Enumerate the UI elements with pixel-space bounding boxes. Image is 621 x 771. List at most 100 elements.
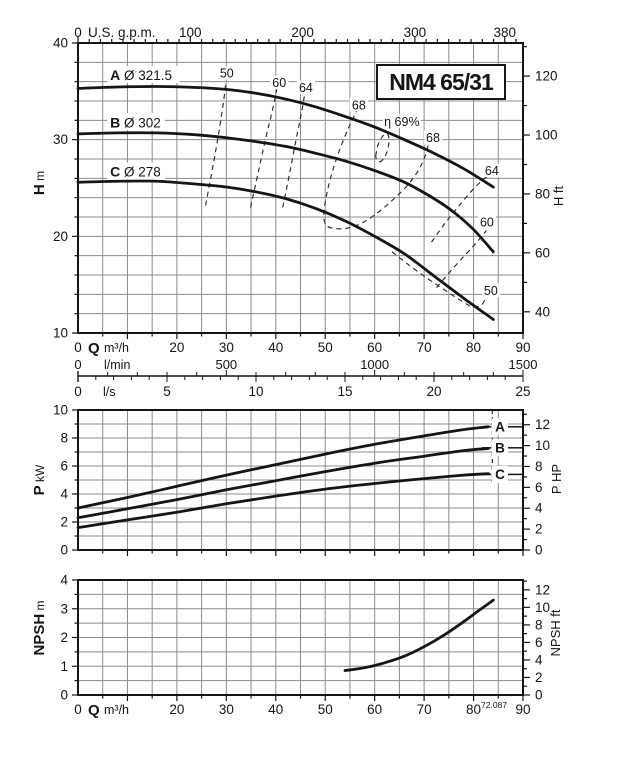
efficiency-contour — [282, 92, 306, 208]
power-right-axis-title: P HP — [549, 464, 564, 494]
efficiency-label: 68 — [352, 98, 366, 112]
svg-text:60: 60 — [367, 340, 382, 355]
svg-text:10: 10 — [53, 403, 68, 418]
svg-text:500: 500 — [215, 357, 237, 372]
svg-text:m³/h: m³/h — [104, 341, 129, 355]
svg-text:0: 0 — [535, 543, 543, 558]
curve-C — [76, 179, 495, 321]
svg-text:1500: 1500 — [509, 357, 538, 372]
svg-text:40: 40 — [535, 304, 550, 319]
head-chart: 0 U.S. g.p.m. 100 200 300 380 10 20 30 40 H m 40 60 8… — [31, 25, 566, 399]
curve-label-B: B Ø 302 — [110, 114, 161, 130]
efficiency-label: 50 — [220, 66, 234, 80]
svg-text:50: 50 — [318, 702, 333, 717]
svg-text:40: 40 — [268, 340, 283, 355]
svg-text:15: 15 — [337, 384, 352, 399]
power-curve-label-A: A — [495, 419, 505, 434]
svg-text:70: 70 — [417, 340, 432, 355]
svg-text:4: 4 — [535, 652, 543, 667]
svg-text:l/s: l/s — [103, 385, 116, 399]
svg-text:20: 20 — [169, 340, 184, 355]
svg-text:2: 2 — [535, 522, 543, 537]
svg-text:200: 200 — [291, 25, 314, 40]
efficiency-label: η 69% — [384, 115, 419, 129]
svg-text:Q: Q — [88, 702, 100, 719]
svg-text:25: 25 — [515, 384, 530, 399]
svg-text:40: 40 — [53, 36, 68, 51]
efficiency-label: 68 — [426, 131, 440, 145]
efficiency-contour — [431, 174, 490, 243]
svg-text:8: 8 — [60, 431, 68, 446]
svg-text:30: 30 — [219, 702, 234, 717]
svg-text:90: 90 — [515, 340, 530, 355]
curve-label-A: A Ø 321.5 — [110, 67, 172, 83]
svg-text:300: 300 — [404, 25, 427, 40]
svg-text:30: 30 — [53, 132, 68, 147]
svg-text:3: 3 — [60, 601, 68, 616]
svg-text:1: 1 — [60, 659, 68, 674]
svg-text:6: 6 — [60, 459, 68, 474]
curve-B — [76, 447, 490, 520]
svg-text:12: 12 — [535, 582, 550, 597]
efficiency-contour — [436, 230, 487, 288]
svg-text:0: 0 — [74, 357, 81, 372]
svg-text:20: 20 — [53, 229, 68, 244]
drawing-number: 72.087 — [481, 700, 507, 710]
svg-text:10: 10 — [535, 438, 550, 453]
head-right-axis-title: H ft — [551, 186, 566, 207]
power-curve-label-C: C — [495, 467, 505, 482]
svg-text:80: 80 — [466, 340, 481, 355]
svg-text:NPSH m: NPSH m — [31, 600, 48, 655]
efficiency-label: 60 — [480, 215, 494, 229]
svg-text:0: 0 — [535, 688, 543, 703]
efficiency-label: 64 — [485, 164, 499, 178]
svg-text:80: 80 — [466, 702, 481, 717]
svg-text:4: 4 — [60, 573, 68, 588]
svg-text:P kW: P kW — [31, 464, 48, 495]
svg-text:100: 100 — [535, 128, 558, 143]
svg-text:100: 100 — [179, 25, 202, 40]
efficiency-contour — [205, 82, 227, 206]
power-chart: 0 2 4 6 8 10 P kW 0 2 4 6 8 10 12 P HP ABC — [31, 403, 564, 558]
efficiency-contour — [249, 89, 278, 208]
efficiency-label: 60 — [272, 76, 286, 90]
svg-text:2: 2 — [60, 630, 68, 645]
efficiency-contour — [391, 251, 487, 308]
svg-text:20: 20 — [426, 384, 441, 399]
curve-A — [76, 425, 490, 510]
efficiency-contour — [323, 107, 430, 230]
svg-text:10: 10 — [53, 326, 68, 341]
svg-text:10: 10 — [248, 384, 263, 399]
svg-text:2: 2 — [535, 670, 543, 685]
svg-text:20: 20 — [169, 702, 184, 717]
svg-text:0: 0 — [74, 702, 82, 717]
pump-model-title: NM4 65/31 — [376, 64, 506, 100]
svg-text:30: 30 — [219, 340, 234, 355]
efficiency-label: 50 — [484, 284, 498, 298]
svg-text:6: 6 — [535, 480, 543, 495]
svg-text:60: 60 — [535, 245, 550, 260]
power-curve-label-B: B — [495, 440, 505, 455]
curve-NPSH — [343, 598, 495, 672]
gpm-axis-title: U.S. g.p.m. — [88, 25, 156, 40]
svg-text:90: 90 — [515, 702, 530, 717]
efficiency-label: 64 — [299, 81, 313, 95]
svg-text:H m: H m — [31, 171, 48, 195]
curve-A — [76, 85, 495, 189]
svg-text:1000: 1000 — [360, 357, 389, 372]
svg-text:80: 80 — [535, 186, 550, 201]
efficiency-contour — [375, 132, 390, 163]
curve-label-C: C Ø 278 — [110, 164, 161, 180]
svg-text:380: 380 — [493, 25, 516, 40]
svg-text:70: 70 — [417, 702, 432, 717]
svg-text:60: 60 — [367, 702, 382, 717]
svg-text:m³/h: m³/h — [104, 703, 129, 717]
svg-text:10: 10 — [535, 600, 550, 615]
curve-C — [76, 472, 490, 529]
svg-text:120: 120 — [535, 69, 558, 84]
svg-text:40: 40 — [268, 702, 283, 717]
